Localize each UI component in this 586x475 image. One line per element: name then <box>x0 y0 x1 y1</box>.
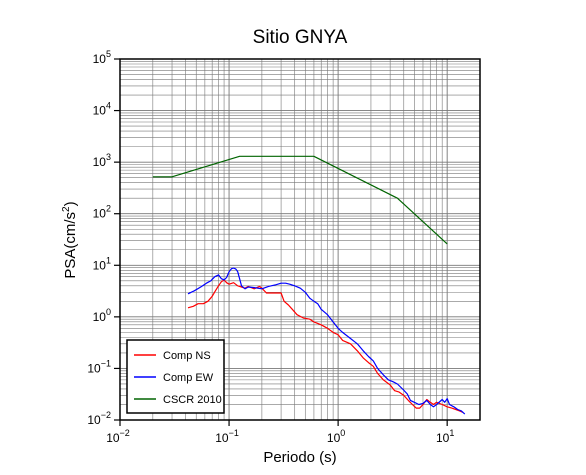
x-tick-label: 100 <box>327 428 345 445</box>
y-tick-label: 10−1 <box>87 358 111 375</box>
y-tick-label: 105 <box>93 49 111 66</box>
y-tick-label: 103 <box>93 152 111 169</box>
x-tick-label: 101 <box>436 428 454 445</box>
x-tick-label: 10−2 <box>106 428 130 445</box>
y-tick-label: 10−2 <box>87 410 111 427</box>
plot-frame <box>114 58 481 426</box>
y-axis-label: PSA(cm/s2) <box>61 201 79 278</box>
legend-label-cscr-2010: CSCR 2010 <box>163 394 222 406</box>
legend-label-comp-ew: Comp EW <box>163 372 214 384</box>
chart-title: Sitio GNYA <box>253 27 348 48</box>
legend: Comp NS Comp EW CSCR 2010 <box>126 339 225 414</box>
x-tick-label: 10−1 <box>215 428 239 445</box>
series-line-comp-ew <box>187 267 466 415</box>
series-line-cscr-2010 <box>152 155 448 245</box>
y-tick-label: 102 <box>93 204 111 221</box>
x-axis-label: Periodo (s) <box>263 449 336 466</box>
y-tick-label: 101 <box>93 255 111 272</box>
y-axis-label-superscript: 2 <box>61 206 72 212</box>
y-axis-label-main: PSA(cm/s <box>62 212 79 279</box>
y-axis-label-end: ) <box>62 201 79 206</box>
legend-label-comp-ns: Comp NS <box>163 350 211 362</box>
series-line-comp-ns <box>187 279 464 414</box>
grid <box>119 58 481 421</box>
series-lines <box>152 155 466 415</box>
plot-border <box>119 58 481 421</box>
y-tick-label: 104 <box>93 101 111 118</box>
legend-items: Comp NS Comp EW CSCR 2010 <box>134 350 222 406</box>
y-tick-label: 100 <box>93 307 111 324</box>
tick-labels: 10−2 10−1 100 101 10−2 10−1 100 101 102 103 104 105 <box>87 49 454 445</box>
